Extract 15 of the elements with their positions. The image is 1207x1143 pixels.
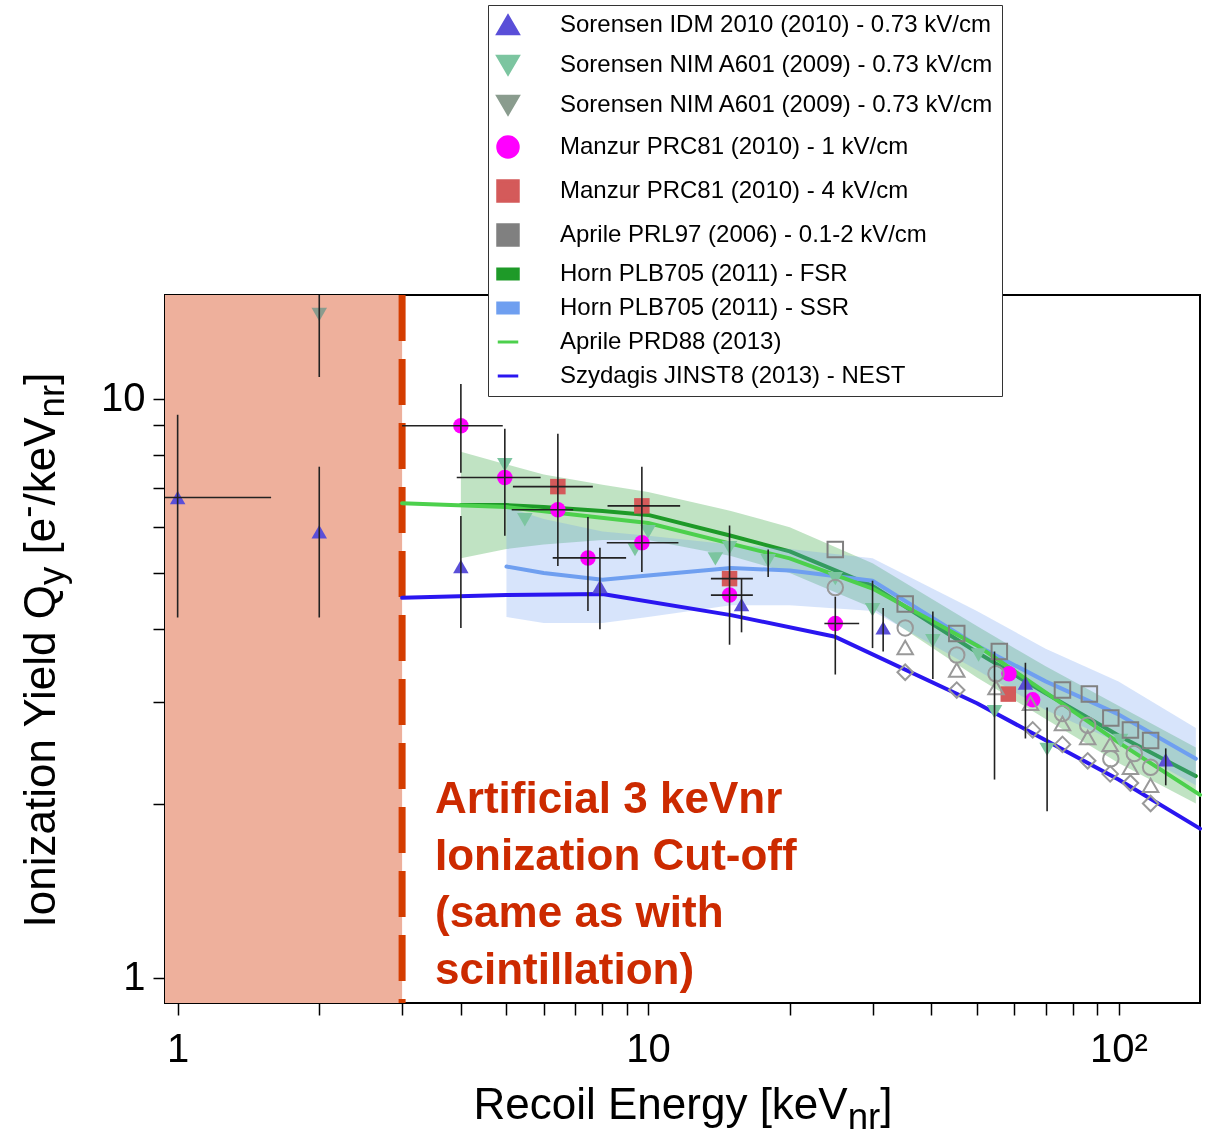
legend-label: Horn PLB705 (2011) - SSR: [560, 293, 850, 320]
x-tick-label: 10²: [1090, 1025, 1148, 1070]
legend-label: Sorensen IDM 2010 (2010) - 0.73 kV/cm: [560, 10, 991, 37]
legend-label: Aprile PRD88 (2013): [560, 327, 782, 354]
legend-label: Sorensen NIM A601 (2009) - 0.73 kV/cm: [560, 50, 993, 77]
legend-label: Szydagis JINST8 (2013) - NEST: [560, 361, 906, 388]
legend-label: Aprile PRL97 (2006) - 0.1-2 kV/cm: [560, 220, 927, 247]
legend-label: Horn PLB705 (2011) - FSR: [560, 259, 848, 286]
annotation: Artificial 3 keVnr Ionization Cut-off (same as with scintillation): [435, 773, 798, 993]
x-tick-label: 1: [167, 1025, 190, 1070]
legend-label: Manzur PRC81 (2010) - 4 kV/cm: [560, 176, 909, 203]
x-tick-label: 10: [626, 1025, 671, 1070]
legend-label: Manzur PRC81 (2010) - 1 kV/cm: [560, 132, 909, 159]
legend-label: Sorensen NIM A601 (2009) - 0.73 kV/cm: [560, 90, 993, 117]
x-axis-title: Recoil Energy [keV$_{nr}$]: [472, 1079, 894, 1137]
